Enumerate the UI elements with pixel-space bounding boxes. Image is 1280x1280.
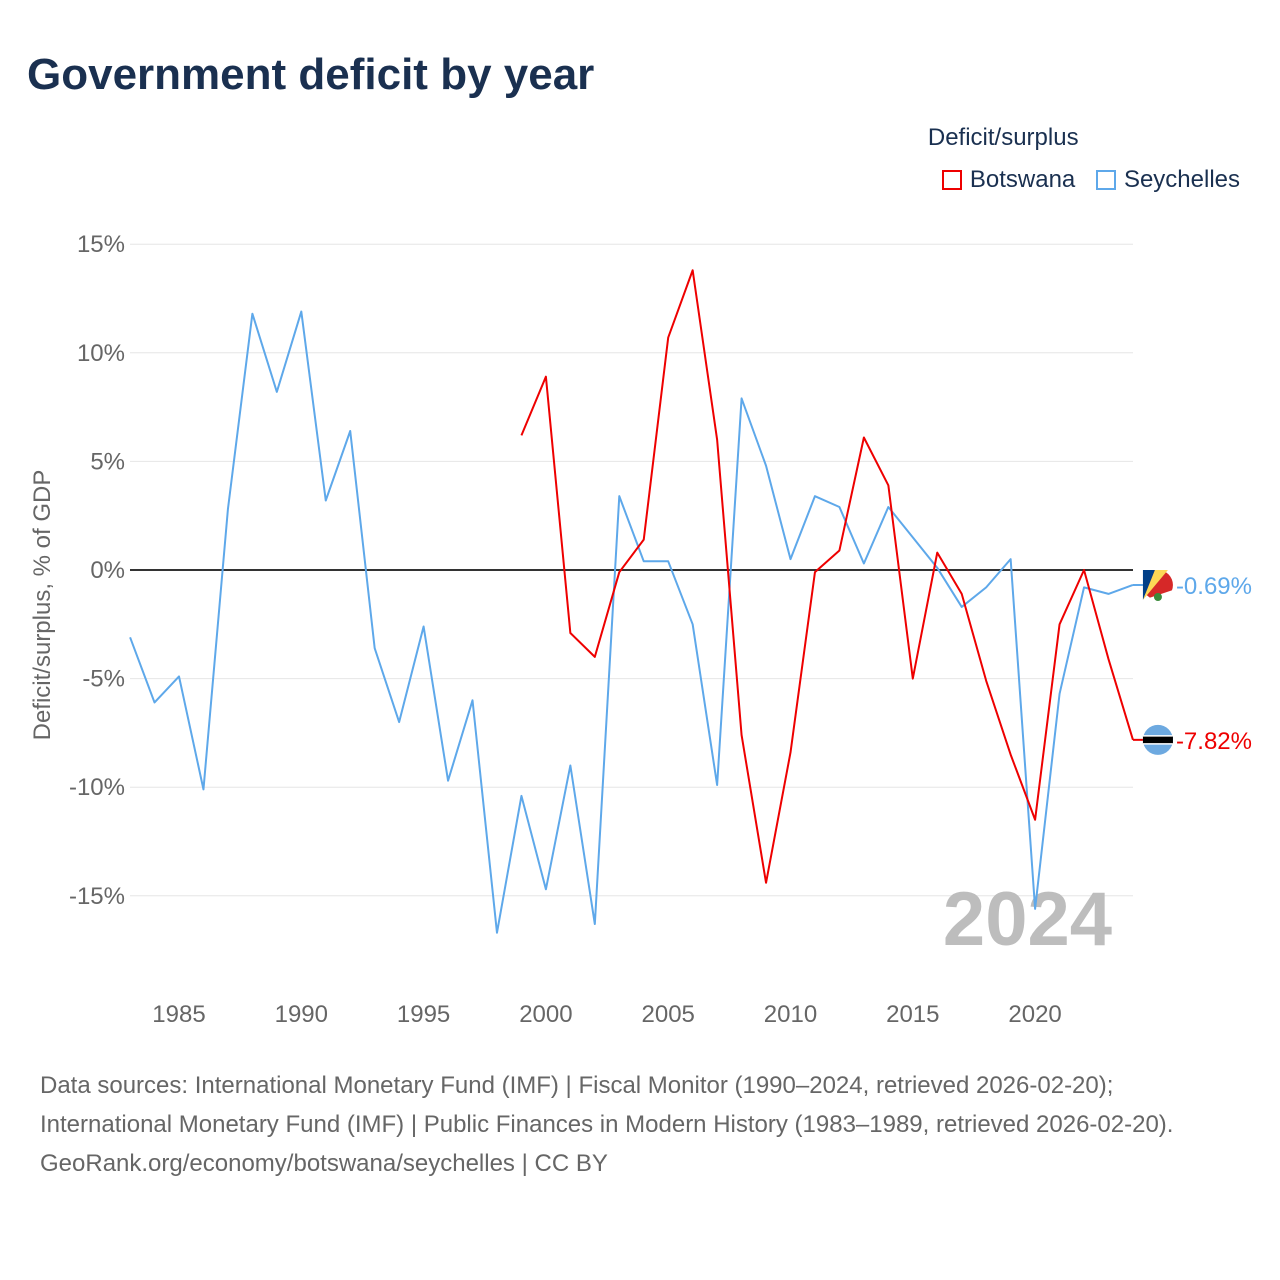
series-line-botswana <box>520 269 1134 884</box>
credit-link[interactable]: GeoRank.org/economy/botswana/seychelles … <box>40 1150 608 1177</box>
y-tick-label: -5% <box>82 666 125 693</box>
y-tick-label: -10% <box>69 774 125 801</box>
legend-label-seychelles: Seychelles <box>1123 166 1240 193</box>
x-tick-label: 2005 <box>642 1001 695 1028</box>
y-axis-label: Deficit/surplus, % of GDP <box>29 470 56 741</box>
legend-item-seychelles[interactable]: Seychelles <box>1095 166 1240 194</box>
series-line-seychelles <box>129 310 1134 934</box>
x-tick-label: 2010 <box>764 1001 817 1028</box>
x-tick-label: 2015 <box>886 1001 939 1028</box>
y-tick-label: 5% <box>90 448 125 475</box>
y-tick-label: -15% <box>69 883 125 910</box>
y-tick-label: 15% <box>77 231 125 258</box>
legend-swatch-botswana <box>941 170 962 190</box>
chart-title: Government deficit by year <box>27 50 595 99</box>
x-tick-label: 2000 <box>519 1001 572 1028</box>
legend-item-botswana[interactable]: Botswana <box>941 166 1076 194</box>
y-tick-label: 0% <box>90 557 125 584</box>
legend-title: Deficit/surplus <box>927 124 1079 151</box>
year-watermark: 2024 <box>943 877 1112 962</box>
x-tick-label: 1990 <box>275 1001 328 1028</box>
x-tick-label: 1985 <box>152 1001 205 1028</box>
end-value-label-botswana: -7.82% <box>1176 728 1252 755</box>
legend-label-botswana: Botswana <box>969 166 1076 193</box>
line-chart: 15% 10% 5% 0% -5% -10% -15% 1985 1990 1995 2000 200… <box>29 231 1252 1028</box>
legend-swatch-seychelles <box>1095 170 1116 190</box>
x-tick-label: 1995 <box>397 1001 450 1028</box>
y-tick-label: 10% <box>77 340 125 367</box>
legend: Deficit/surplus Botswana Seychelles <box>928 124 1240 197</box>
end-value-label-seychelles: -0.69% <box>1176 573 1252 600</box>
footer: Data sources: International Monetary Fun… <box>40 1066 1240 1183</box>
data-sources: Data sources: International Monetary Fun… <box>40 1072 1174 1138</box>
x-tick-label: 2020 <box>1008 1001 1061 1028</box>
